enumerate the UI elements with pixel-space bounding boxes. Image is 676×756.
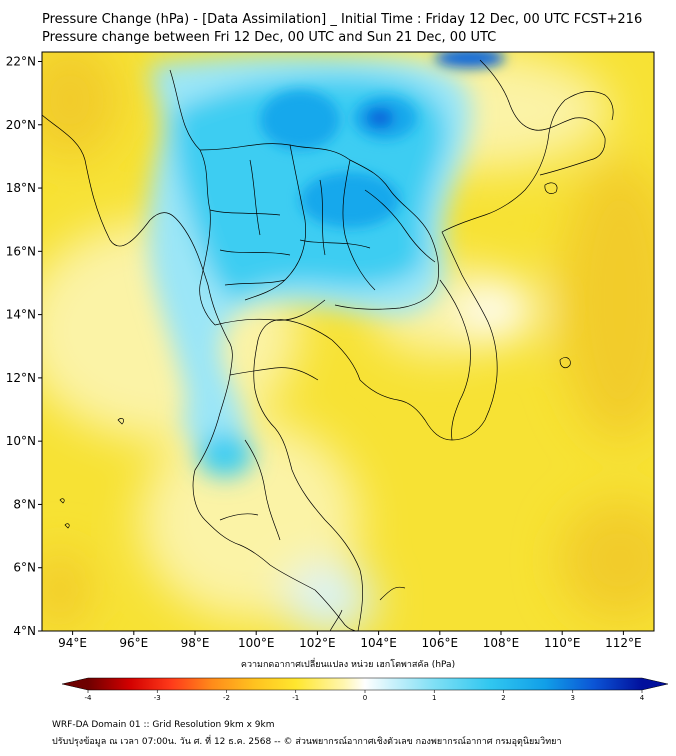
colorbar-tick-label: 0: [363, 694, 367, 702]
lat-tick-label: 8°N: [13, 497, 36, 511]
footer-update-info: ปรับปรุงข้อมูล ณ เวลา 07:00น. วัน ศ. ที่…: [52, 737, 562, 747]
colorbar-tick-label: 1: [432, 694, 436, 702]
footer-domain-info: WRF-DA Domain 01 :: Grid Resolution 9km …: [52, 720, 275, 730]
border-4: [214, 299, 326, 326]
lon-tick-label: 96°E: [119, 636, 148, 650]
colorbar-bar: [61, 677, 669, 691]
border-3: [244, 144, 306, 301]
coastline-west: [42, 114, 359, 631]
coastline-north-east: [479, 59, 606, 176]
lat-tick-label: 12°N: [6, 371, 36, 385]
pressure-field: [42, 52, 654, 631]
border-10: [439, 279, 471, 441]
lat-tick-label: 4°N: [13, 624, 36, 638]
lon-tick-label: 112°E: [605, 636, 642, 650]
lat-tick-label: 6°N: [13, 561, 36, 575]
lon-tick-label: 102°E: [299, 636, 336, 650]
colorbar: ความกดอากาศเปลี่ยนแปลง หน่วย เฮกโตพาสคัล…: [61, 657, 669, 702]
colorbar-tick-label: 4: [640, 694, 645, 702]
colorbar-tick-label: -4: [85, 694, 93, 702]
border-6: [229, 367, 319, 381]
lon-tick-label: 98°E: [181, 636, 210, 650]
lat-tick-label: 18°N: [6, 181, 36, 195]
lon-tick-label: 94°E: [58, 636, 87, 650]
map-frame: [41, 51, 655, 632]
colorbar-label: ความกดอากาศเปลี่ยนแปลง หน่วย เฮกโตพาสคัล…: [241, 657, 455, 670]
colorbar-tick-label: -3: [154, 694, 161, 702]
field-east-yellow: [560, 160, 654, 440]
colorbar-tick-label: -2: [223, 694, 230, 702]
lon-tick-label: 104°E: [360, 636, 397, 650]
chart-title: Pressure Change (hPa) - [Data Assimilati…: [42, 12, 643, 27]
lon-tick-label: 100°E: [238, 636, 275, 650]
island-2: [544, 182, 571, 369]
colorbar-ticks: -4 -3 -2 -1 0 1 2 3 4: [85, 690, 645, 702]
lat-tick-label: 16°N: [6, 244, 36, 258]
border-7: [364, 189, 436, 263]
colorbar-tick-label: 2: [501, 694, 505, 702]
lon-tick-label: 108°E: [483, 636, 520, 650]
map-lines: [42, 59, 614, 631]
border-9: [249, 159, 371, 256]
border-8: [209, 209, 291, 286]
lat-tick-label: 20°N: [6, 118, 36, 132]
border-5: [342, 159, 376, 291]
field-west-yellow: [42, 52, 120, 160]
chart-subtitle: Pressure change between Fri 12 Dec, 00 U…: [42, 30, 497, 45]
lat-tick-label: 10°N: [6, 434, 36, 448]
lon-tick-label: 110°E: [544, 636, 581, 650]
border-11: [219, 439, 281, 541]
colorbar-tick-label: 3: [571, 694, 575, 702]
field-deep-blue: [366, 108, 394, 128]
lon-tick-label: 106°E: [422, 636, 459, 650]
coastline-south-east: [329, 586, 406, 631]
border-1: [169, 69, 216, 326]
coastline-gulf: [253, 91, 614, 631]
colorbar-tick-label: -1: [292, 694, 299, 702]
lat-tick-label: 22°N: [6, 54, 36, 68]
longitude-axis: 94°E 96°E 98°E 100°E 102°E 104°E 106°E 108°E 110…: [58, 631, 642, 650]
latitude-axis: 22°N 20°N 18°N 16°N 14°N 12°N 10°N 8°N 6°N 4°N: [6, 54, 42, 638]
lat-tick-label: 14°N: [6, 308, 36, 322]
island-1: [59, 418, 124, 529]
